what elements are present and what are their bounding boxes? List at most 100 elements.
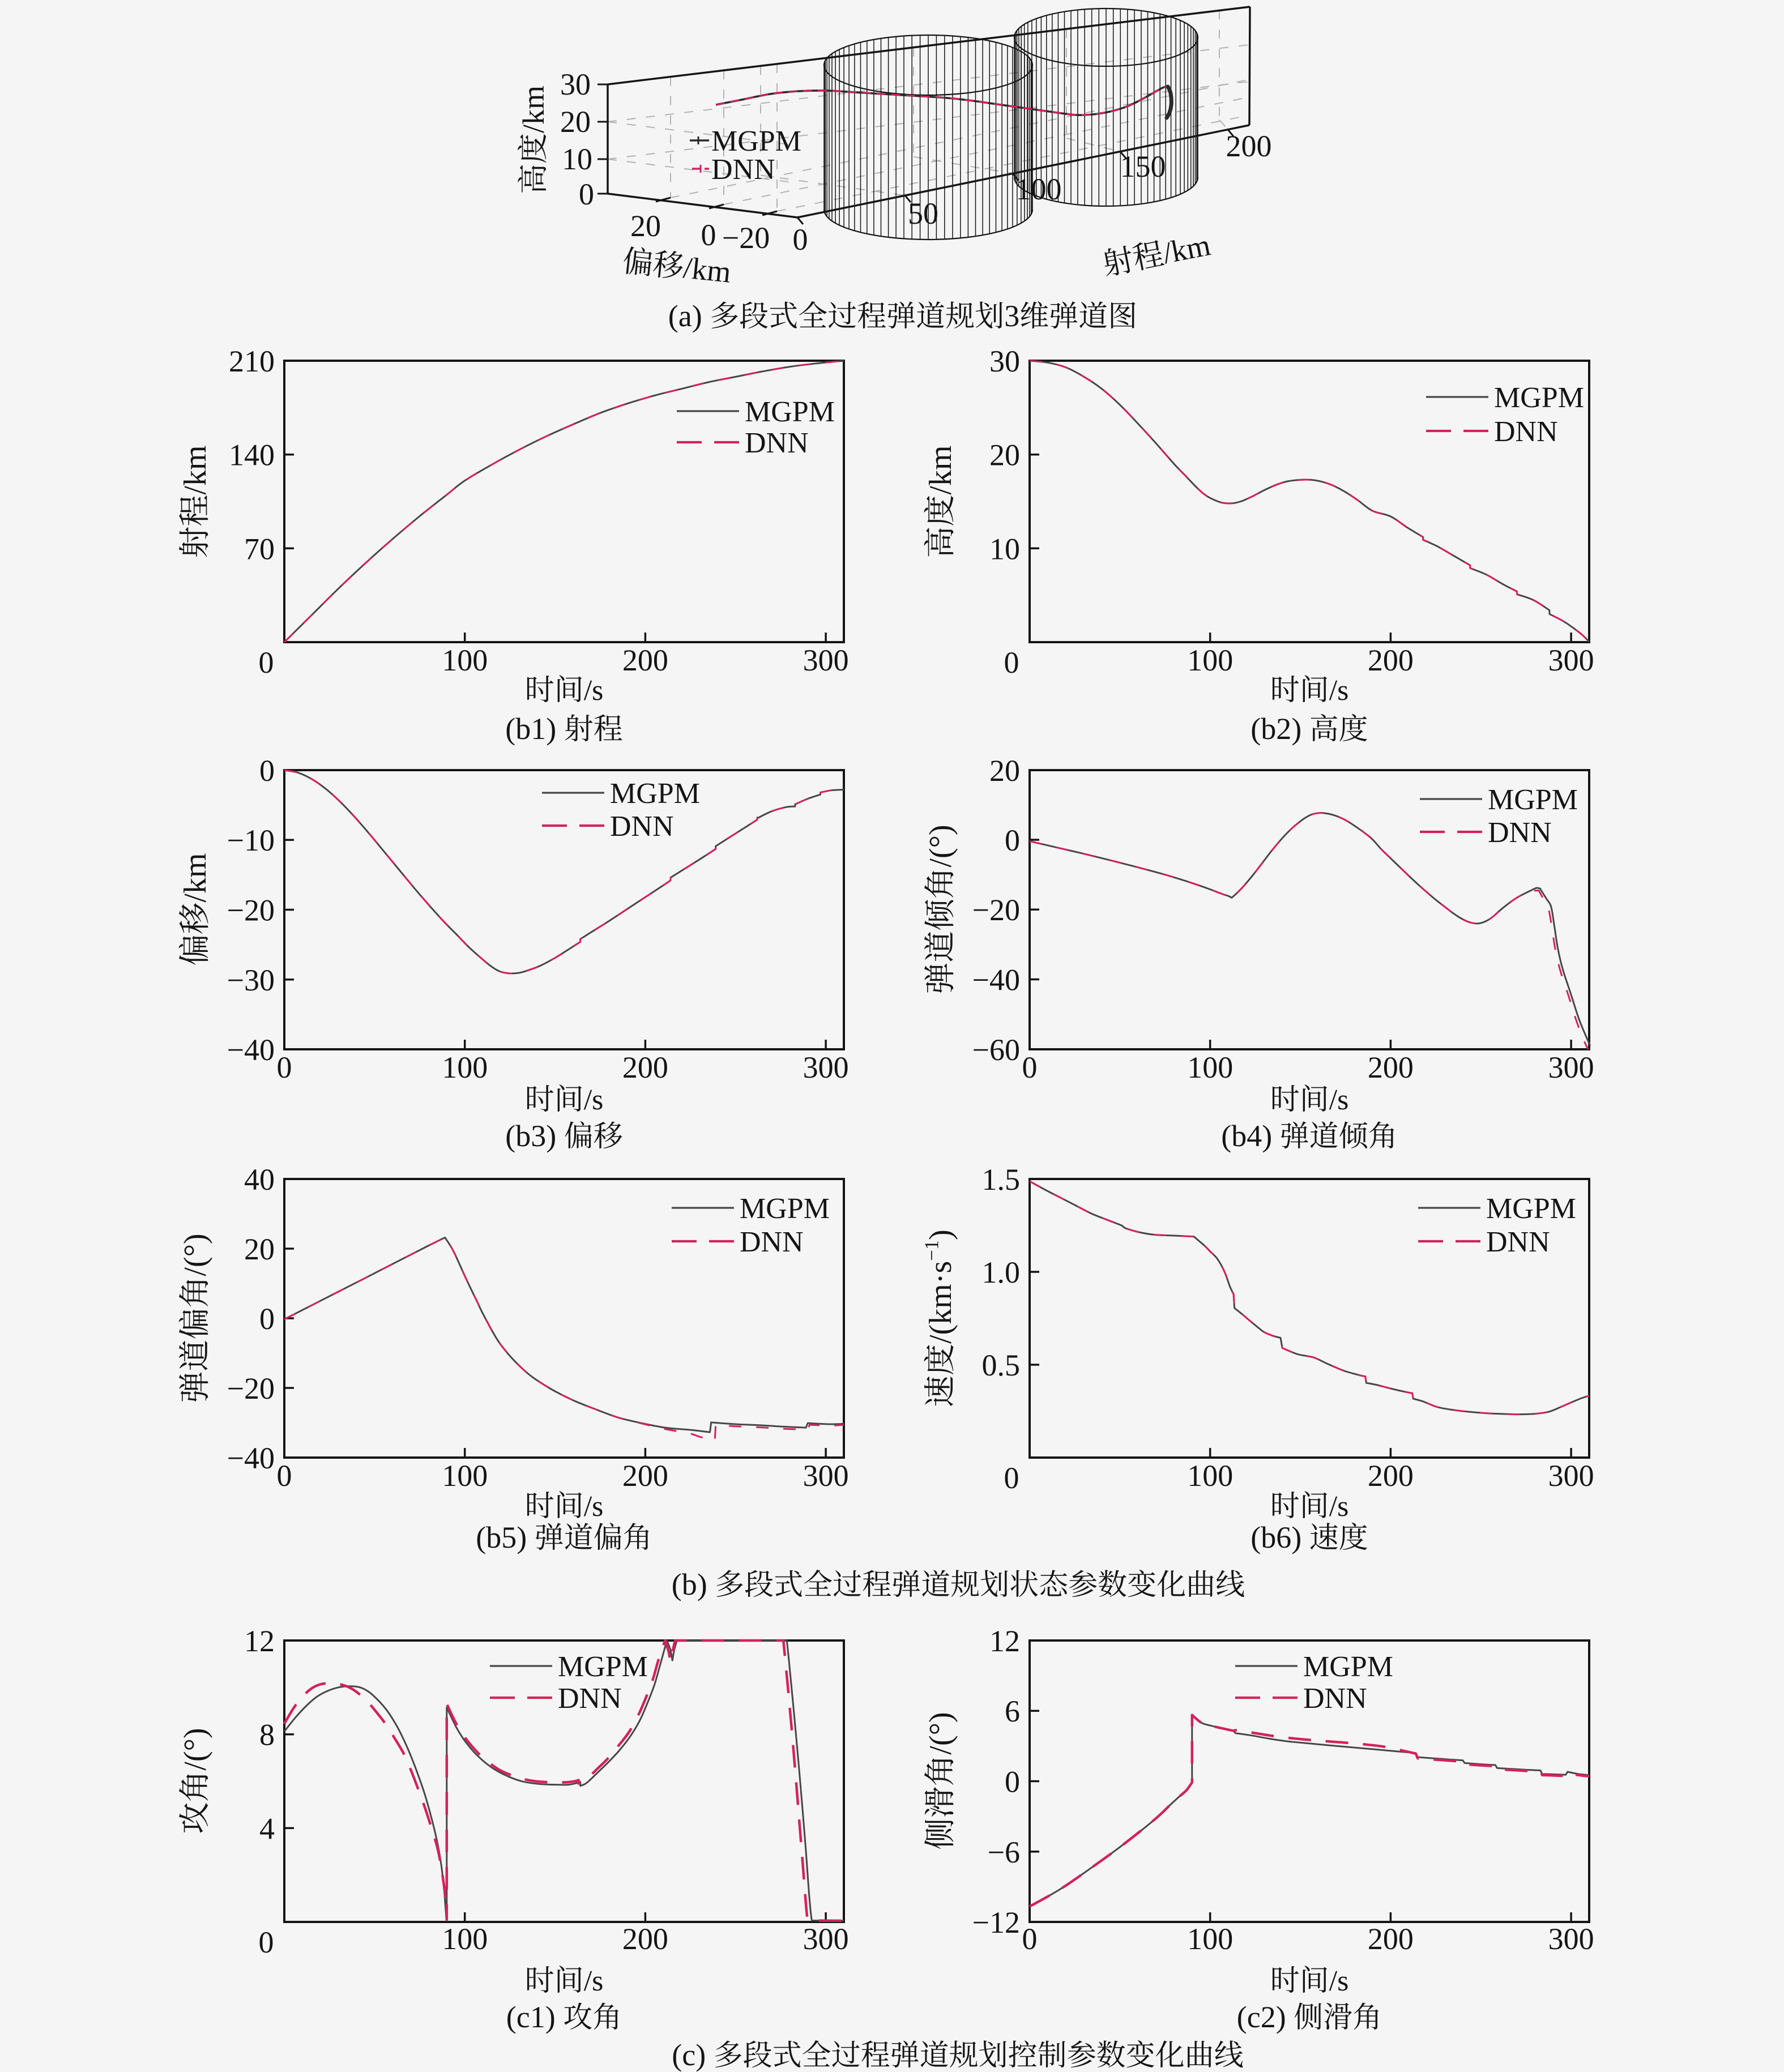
svg-text:20: 20 (560, 105, 591, 139)
svg-text:−40: −40 (227, 1441, 275, 1475)
svg-text:/(°): /(°) (178, 1233, 213, 1276)
svg-text:MGPM: MGPM (745, 396, 835, 428)
svg-text:0: 0 (1004, 646, 1019, 680)
svg-text:(c): (c) (672, 2038, 706, 2072)
svg-text:DNN: DNN (610, 810, 674, 843)
svg-text:50: 50 (908, 196, 938, 230)
svg-text:−40: −40 (227, 1033, 275, 1067)
svg-text:10: 10 (562, 142, 592, 176)
svg-text:/s: /s (584, 1490, 604, 1523)
svg-text:MGPM: MGPM (740, 1193, 830, 1225)
svg-text:300: 300 (1548, 1922, 1594, 1956)
svg-text:20: 20 (989, 754, 1020, 788)
svg-text:/km: /km (682, 250, 733, 289)
svg-text:200: 200 (622, 1050, 668, 1084)
svg-text:/s: /s (584, 1965, 604, 1997)
svg-text:−6: −6 (988, 1835, 1020, 1869)
svg-text:100: 100 (1016, 172, 1062, 206)
svg-text:DNN: DNN (1486, 1226, 1550, 1258)
svg-text:100: 100 (1187, 1050, 1233, 1084)
svg-text:300: 300 (803, 1922, 849, 1956)
svg-text:(b5): (b5) (476, 1520, 527, 1554)
svg-text:0: 0 (701, 218, 716, 252)
svg-text:200: 200 (1368, 1050, 1414, 1084)
svg-text:300: 300 (1548, 1050, 1594, 1084)
svg-text:300: 300 (803, 1459, 849, 1493)
svg-text:0: 0 (1005, 1765, 1020, 1799)
svg-text:200: 200 (622, 1922, 668, 1956)
svg-text:−60: −60 (972, 1033, 1020, 1067)
svg-text:/km: /km (517, 86, 550, 133)
svg-text:12: 12 (989, 1624, 1020, 1658)
svg-text:0: 0 (277, 1459, 292, 1493)
svg-text:100: 100 (442, 1459, 488, 1493)
svg-text:0: 0 (259, 754, 275, 788)
svg-text:DNN: DNN (740, 1226, 804, 1258)
svg-text:/s: /s (584, 1084, 604, 1116)
svg-text:70: 70 (244, 532, 275, 566)
svg-text:40: 40 (244, 1163, 275, 1197)
svg-text:DNN: DNN (711, 153, 775, 186)
svg-text:−20: −20 (972, 893, 1020, 927)
svg-text:−40: −40 (972, 963, 1020, 997)
svg-text:DNN: DNN (745, 427, 809, 459)
svg-text:0: 0 (579, 177, 594, 211)
svg-text:3: 3 (1004, 299, 1019, 333)
svg-text:MGPM: MGPM (558, 1651, 648, 1683)
svg-text:(b3): (b3) (505, 1119, 556, 1153)
svg-text:MGPM: MGPM (1486, 1193, 1576, 1225)
svg-text:8: 8 (259, 1718, 275, 1752)
svg-text:/s: /s (1329, 1084, 1349, 1116)
svg-text:−20: −20 (227, 1372, 275, 1405)
svg-text:(b1): (b1) (505, 712, 556, 746)
svg-text:−12: −12 (972, 1906, 1020, 1939)
svg-text:20: 20 (244, 1232, 275, 1266)
svg-text:6: 6 (1005, 1694, 1020, 1728)
svg-text:MGPM: MGPM (1494, 382, 1584, 414)
svg-text:0: 0 (259, 646, 274, 680)
svg-text:300: 300 (803, 643, 849, 677)
svg-text:/s: /s (1329, 1965, 1349, 1997)
svg-text:/km: /km (923, 445, 958, 494)
svg-text:/km: /km (178, 445, 213, 494)
svg-text:MGPM: MGPM (1303, 1651, 1393, 1683)
svg-text:1.0: 1.0 (982, 1255, 1021, 1289)
svg-text:/(°): /(°) (923, 824, 958, 867)
svg-text:/s: /s (1329, 674, 1349, 707)
svg-text:100: 100 (442, 643, 488, 677)
svg-text:0: 0 (1022, 1922, 1038, 1956)
svg-text:MGPM: MGPM (1488, 784, 1578, 816)
svg-text:/km: /km (178, 853, 213, 902)
svg-text:200: 200 (622, 1459, 668, 1493)
svg-text:100: 100 (1187, 643, 1233, 677)
svg-text:10: 10 (989, 532, 1020, 566)
svg-text:DNN: DNN (1494, 416, 1558, 448)
svg-text:300: 300 (1548, 1459, 1594, 1493)
svg-text:200: 200 (1368, 1922, 1414, 1956)
svg-text:/(km·s: /(km·s (923, 1261, 958, 1344)
svg-text:DNN: DNN (1488, 817, 1552, 849)
svg-text:4: 4 (259, 1812, 275, 1845)
svg-text:(b): (b) (672, 1567, 707, 1601)
svg-text:0: 0 (277, 1050, 292, 1084)
svg-text:DNN: DNN (558, 1682, 622, 1715)
svg-text:(c2): (c2) (1237, 2000, 1286, 2034)
svg-text:300: 300 (1548, 643, 1594, 677)
svg-text:200: 200 (622, 643, 668, 677)
svg-text:MGPM: MGPM (610, 777, 700, 810)
svg-text:(b6): (b6) (1250, 1520, 1301, 1554)
svg-text:100: 100 (442, 1922, 488, 1956)
svg-text:200: 200 (1368, 643, 1414, 677)
svg-text:210: 210 (229, 344, 275, 378)
svg-text:0.5: 0.5 (982, 1348, 1021, 1382)
svg-text:/s: /s (1329, 1490, 1349, 1523)
svg-text:(c1): (c1) (506, 2000, 556, 2034)
svg-text:30: 30 (989, 344, 1020, 378)
svg-text:MGPM: MGPM (711, 125, 801, 157)
svg-text:1.5: 1.5 (982, 1163, 1021, 1197)
svg-text:100: 100 (1187, 1459, 1233, 1493)
svg-text:(b2): (b2) (1250, 712, 1301, 746)
svg-text:0: 0 (1022, 1050, 1038, 1084)
svg-text:0: 0 (1005, 823, 1020, 857)
svg-text:−20: −20 (722, 221, 770, 255)
